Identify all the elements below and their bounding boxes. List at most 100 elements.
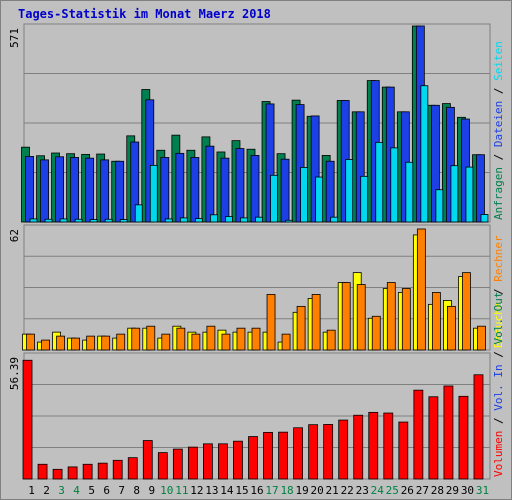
bar-seiten-day-7 [119,219,128,223]
bar-rechner-day-22 [341,282,351,351]
bar-volumen-day-13 [203,443,213,480]
x-tick-label: 7 [118,484,125,497]
bar-rechner-day-3 [56,335,65,351]
bar-seiten-day-12 [194,218,203,223]
bar-seiten-day-30 [465,166,474,223]
bar-volumen-day-15 [233,440,243,480]
bar-dateien-day-8 [130,141,140,223]
bar-rechner-day-25 [386,282,396,351]
x-tick-label: 25 [386,484,399,497]
x-tick-label: 21 [326,484,339,497]
x-tick-label: 9 [148,484,155,497]
bar-dateien-day-12 [190,157,200,223]
x-tick-label: 13 [205,484,218,497]
bar-volumen-day-11 [172,448,183,480]
bar-seiten-day-1 [29,218,38,223]
bar-dateien-day-7 [115,160,125,223]
bar-rechner-day-11 [176,327,186,351]
x-tick-label: 16 [250,484,263,497]
bar-seiten-day-16 [255,216,263,223]
bar-rechner-day-12 [191,333,201,351]
bar-rechner-day-24 [371,315,381,351]
bar-volumen-day-10 [157,452,168,480]
legend-entry: Seiten [492,41,505,81]
bar-dateien-day-1 [25,156,34,223]
bar-seiten-day-28 [435,189,444,223]
bar-seiten-day-26 [405,161,414,223]
bar-seiten-day-9 [149,164,158,223]
bar-rechner-day-27 [416,228,426,351]
bar-rechner-day-15 [236,327,246,351]
right-legend-1: Anfragen / Dateien / Seiten [492,41,505,220]
bar-seiten-day-10 [164,218,173,223]
bar-rechner-day-13 [206,325,216,351]
bar-volumen-day-18 [278,431,288,480]
bar-seiten-day-29 [450,165,459,223]
bar-volumen-day-27 [413,389,424,480]
bar-rechner-day-9 [146,325,156,351]
bar-dateien-day-3 [55,156,64,223]
x-tick-label: 1 [28,484,35,497]
x-tick-label: 10 [160,484,173,497]
x-tick-label: 3 [58,484,65,497]
panel-2: 62 Besuche / Rechner [8,224,505,351]
legend-separator: / [492,345,505,365]
bar-volumen-day-14 [218,443,228,480]
panel-3: 56.39 Volumen / Vol. In / Vol. Out [8,292,505,480]
x-tick-label: 14 [220,484,234,497]
legend-entry: Rechner [492,235,505,282]
x-tick-label: 8 [133,484,140,497]
x-tick-label: 22 [341,484,354,497]
bar-volumen-day-28 [428,396,439,480]
bar-volumen-day-2 [37,463,48,480]
x-tick-label: 28 [431,484,444,497]
bar-rechner-day-26 [401,288,411,351]
x-tick-label: 31 [476,484,489,497]
bar-rechner-day-23 [356,284,366,351]
bar-rechner-day-1 [26,333,35,351]
bar-volumen-day-31 [473,374,484,480]
bar-rechner-day-5 [86,335,96,351]
x-tick-label: 12 [190,484,203,497]
bar-seiten-day-17 [270,174,278,223]
bar-seiten-day-23 [360,175,369,223]
bar-rechner-day-31 [477,325,486,351]
x-tick-label: 5 [88,484,95,497]
bar-volumen-day-26 [398,421,409,480]
bar-volumen-day-4 [67,466,78,480]
bar-volumen-day-16 [248,436,258,480]
bar-seiten-day-6 [104,218,113,223]
x-tick-label: 29 [446,484,459,497]
bar-dateien-day-2 [40,159,49,223]
bar-volumen-day-5 [82,463,93,480]
bar-dateien-day-13 [205,145,215,223]
bar-dateien-day-18 [280,158,290,223]
legend-entry: Volumen [492,431,505,477]
x-tick-label: 23 [356,484,369,497]
bar-seiten-day-14 [225,216,233,223]
x-tick-label: 17 [265,484,278,497]
legend-entry: Anfragen [492,167,505,220]
bar-seiten-day-15 [240,217,248,223]
bar-volumen-day-23 [353,414,364,480]
bar-rechner-day-29 [447,305,456,351]
legend-separator: / [492,81,505,101]
bar-volumen-day-12 [187,446,198,480]
x-tick-label: 19 [295,484,308,497]
bar-dateien-day-28 [430,104,440,223]
bar-rechner-day-20 [311,294,321,351]
bar-dateien-day-15 [235,148,245,223]
bar-seiten-day-2 [44,218,53,223]
chart-title: Tages-Statistik im Monat Maerz 2018 [18,7,271,21]
bar-volumen-day-7 [112,459,123,480]
bar-volumen-day-29 [443,385,454,480]
bar-rechner-day-21 [326,329,336,351]
bar-seiten-day-25 [390,147,399,223]
bar-seiten-day-19 [300,167,308,223]
bar-volumen-day-1 [22,359,33,480]
bar-seiten-day-21 [330,216,339,223]
bar-rechner-day-4 [71,337,81,351]
bar-rechner-day-8 [131,327,141,351]
legend-separator: / [492,147,505,167]
